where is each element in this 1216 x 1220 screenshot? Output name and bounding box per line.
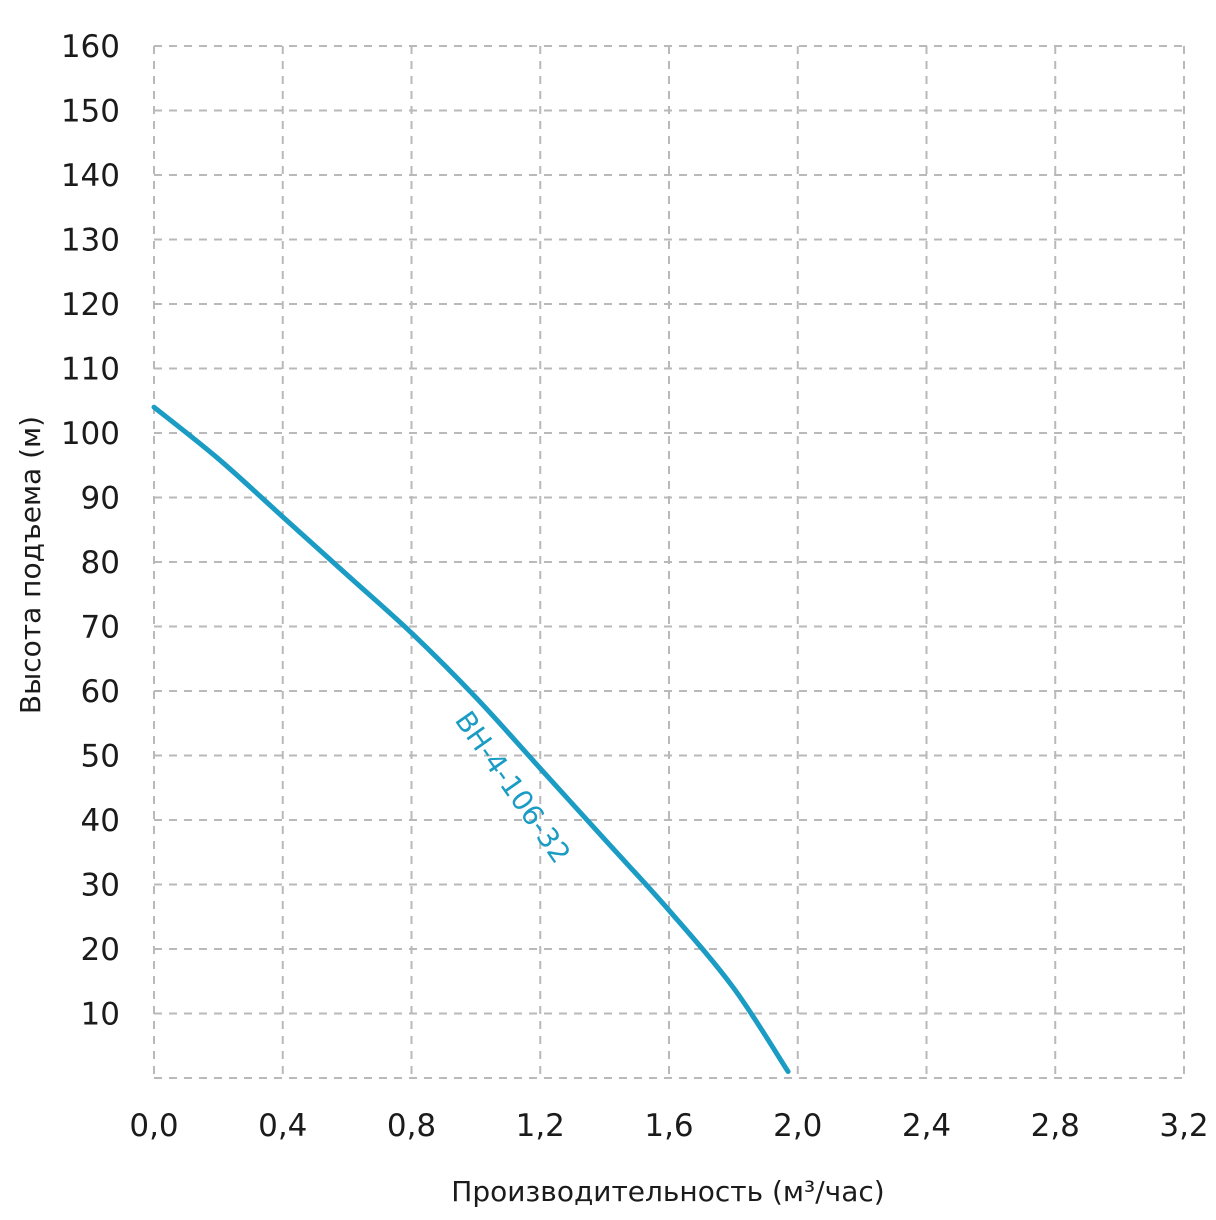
x-tick-label: 0,4 [258, 1108, 307, 1144]
y-tick-label: 20 [81, 932, 120, 968]
y-tick-label: 100 [61, 416, 120, 452]
y-tick-label: 40 [81, 803, 120, 839]
grid-lines [153, 45, 1185, 1079]
x-axis-ticks: 0,0 0,4 0,8 1,2 1,6 2,0 2,4 2,8 3,2 [129, 1108, 1208, 1144]
x-tick-label: 1,6 [644, 1108, 693, 1144]
x-tick-label: 3,2 [1159, 1108, 1208, 1144]
y-tick-label: 110 [61, 352, 120, 388]
y-tick-label: 80 [81, 545, 120, 581]
series-curve [151, 404, 791, 1075]
y-axis-title: Высота подъема (м) [14, 416, 47, 714]
x-tick-label: 1,2 [516, 1108, 565, 1144]
y-tick-label: 140 [61, 158, 120, 194]
x-tick-label: 2,8 [1031, 1108, 1080, 1144]
y-axis-ticks: 10 20 30 40 50 60 70 80 90 100 110 120 130 140 150 160 [61, 29, 120, 1033]
y-tick-label: 50 [81, 739, 120, 775]
x-tick-label: 2,0 [773, 1108, 822, 1144]
y-tick-label: 90 [81, 481, 120, 517]
series-curves [151, 404, 791, 1075]
y-tick-label: 70 [81, 610, 120, 646]
y-tick-label: 30 [81, 868, 120, 904]
x-tick-label: 0,0 [129, 1108, 178, 1144]
y-tick-label: 150 [61, 94, 120, 130]
y-tick-label: 120 [61, 287, 120, 323]
y-tick-label: 130 [61, 223, 120, 259]
y-tick-label: 10 [81, 997, 120, 1033]
y-tick-label: 160 [61, 29, 120, 65]
x-axis-title: Производительность (м³/час) [451, 1175, 884, 1208]
x-tick-label: 2,4 [902, 1108, 951, 1144]
x-tick-label: 0,8 [387, 1108, 436, 1144]
y-tick-label: 60 [81, 674, 120, 710]
